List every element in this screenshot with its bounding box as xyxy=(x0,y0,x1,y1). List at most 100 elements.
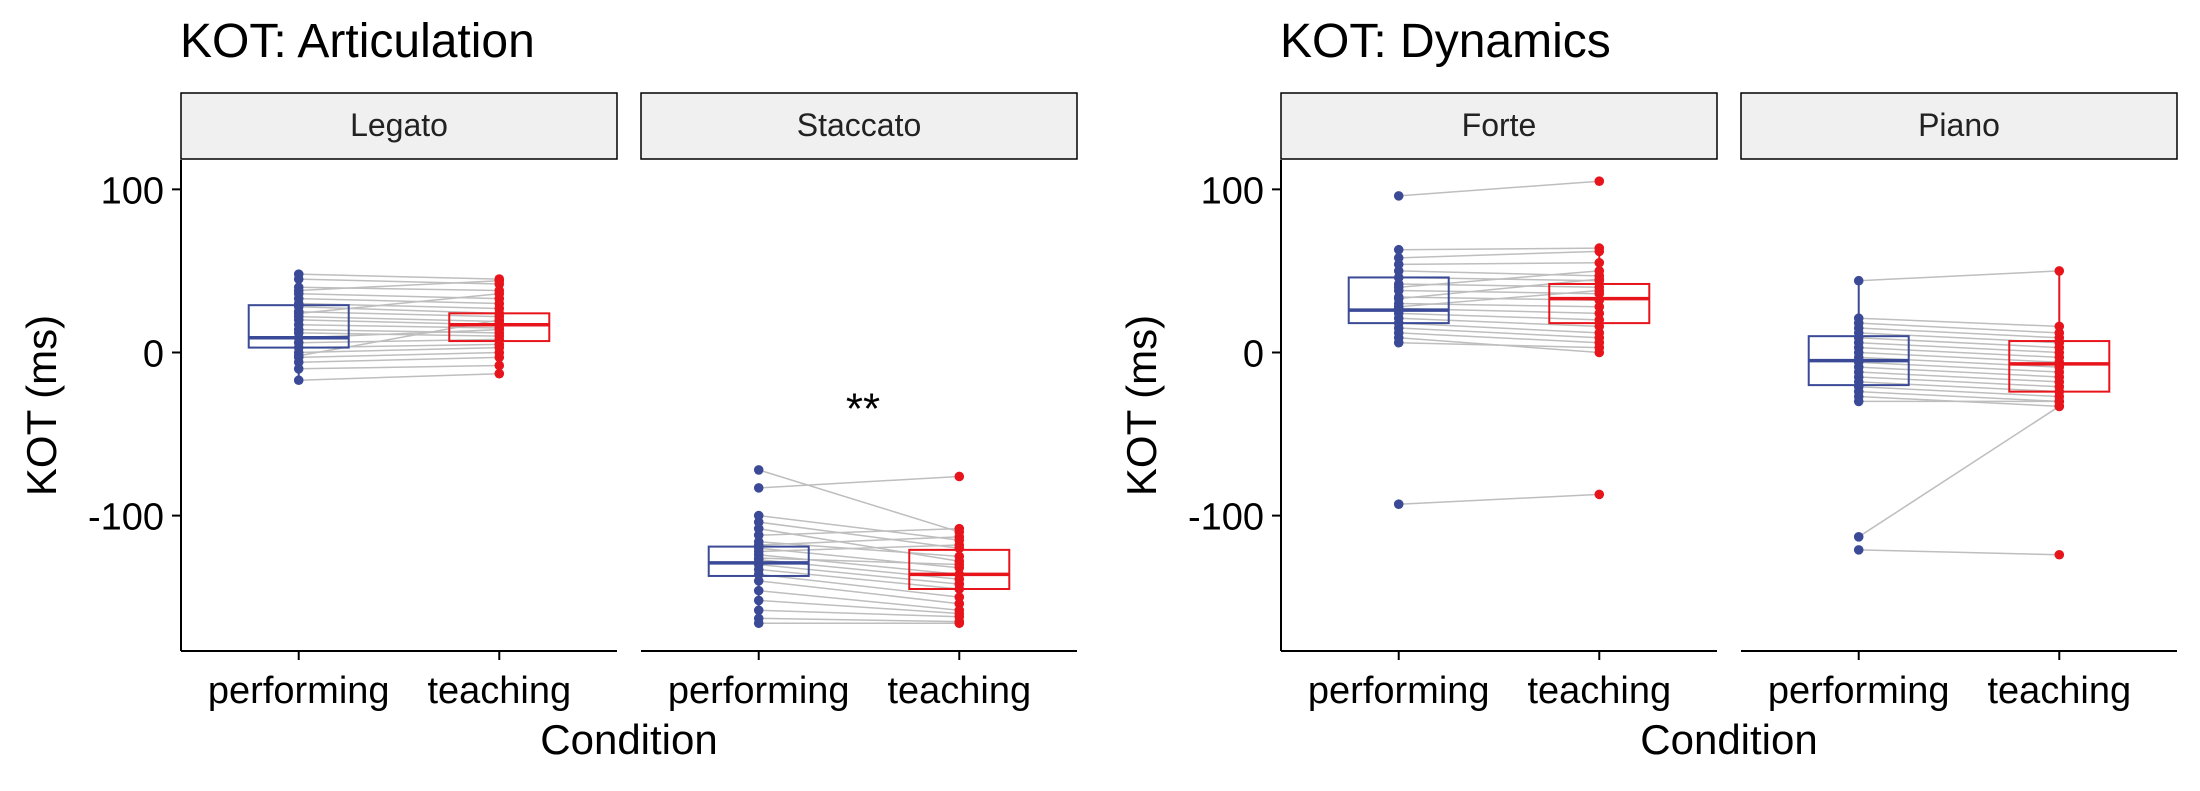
pair-line xyxy=(758,580,960,605)
pair-line xyxy=(298,332,500,337)
point-teaching xyxy=(954,471,965,482)
significance-annotation: ** xyxy=(846,384,880,433)
pair-line xyxy=(1398,247,1600,251)
x-tick-label: performing xyxy=(1768,670,1950,712)
y-axis-label: KOT (ms) xyxy=(1118,315,1165,496)
point-performing xyxy=(1393,191,1404,201)
point-teaching xyxy=(1594,246,1605,257)
point-performing xyxy=(293,350,304,361)
pair-line xyxy=(758,589,960,611)
point-performing xyxy=(1853,532,1864,542)
pair-line xyxy=(758,599,960,615)
point-teaching xyxy=(494,324,505,335)
pair-line xyxy=(298,328,500,334)
x-tick-label: performing xyxy=(208,670,390,712)
point-performing xyxy=(753,576,764,586)
pair-line xyxy=(758,469,960,533)
point-performing xyxy=(293,375,304,386)
x-tick-label: teaching xyxy=(1527,670,1671,712)
pair-line xyxy=(758,609,960,618)
pair-line xyxy=(298,273,500,280)
pair-line xyxy=(758,547,960,569)
pair-line xyxy=(1858,371,2060,383)
pair-line xyxy=(298,338,500,344)
x-axis-label: Condition xyxy=(1640,716,1817,763)
y-tick-label: -100 xyxy=(88,497,164,539)
pair-line xyxy=(1398,317,1600,328)
point-performing xyxy=(753,605,764,616)
facet-panel-piano: Piano performing teaching xyxy=(1740,92,2178,712)
facet-label: Legato xyxy=(350,107,448,143)
point-performing xyxy=(293,363,304,374)
facet-strip xyxy=(180,92,618,160)
pair-line xyxy=(1398,493,1600,505)
point-performing xyxy=(293,274,304,284)
pair-line xyxy=(298,356,500,364)
point-performing xyxy=(1853,396,1864,407)
pair-line xyxy=(1398,312,1600,321)
pair-line xyxy=(1398,327,1600,339)
pair-line xyxy=(758,521,960,549)
point-performing xyxy=(1393,244,1404,255)
pair-line xyxy=(298,351,500,359)
pair-line xyxy=(1858,317,2060,328)
x-tick-label: teaching xyxy=(1987,670,2131,712)
pair-line xyxy=(1858,366,2060,378)
point-teaching xyxy=(954,532,965,542)
point-teaching xyxy=(1594,342,1605,353)
facet-label: Piano xyxy=(1918,107,2000,143)
facet-panel-legato: Legato performing teaching xyxy=(180,92,618,712)
point-teaching xyxy=(954,540,965,550)
pair-line xyxy=(298,310,500,318)
pair-line xyxy=(1398,341,1600,349)
pair-line xyxy=(1858,270,2060,282)
facet-label: Staccato xyxy=(797,107,922,143)
pair-line xyxy=(758,557,960,566)
pair-line xyxy=(298,372,500,381)
x-tick-label: teaching xyxy=(887,670,1031,712)
y-tick-label: 100 xyxy=(1201,170,1264,212)
point-teaching xyxy=(1594,489,1605,500)
pair-line xyxy=(1858,405,2060,538)
point-performing xyxy=(753,553,764,563)
point-performing xyxy=(1853,275,1864,286)
facet-strip xyxy=(640,92,1078,160)
pair-line xyxy=(298,286,500,292)
point-teaching xyxy=(1594,285,1605,296)
pair-line xyxy=(1398,270,1600,288)
y-axis-label: KOT (ms) xyxy=(18,315,65,496)
point-teaching xyxy=(2054,549,2065,560)
facet-panel-forte: Forte performing teaching xyxy=(1280,92,1718,712)
point-teaching xyxy=(2054,401,2065,412)
point-teaching xyxy=(1594,257,1605,268)
point-performing xyxy=(753,540,764,550)
pair-line xyxy=(298,315,500,323)
pair-line xyxy=(298,346,500,354)
point-performing xyxy=(753,465,764,475)
point-performing xyxy=(753,483,764,493)
point-performing xyxy=(1393,282,1404,293)
pair-line xyxy=(1398,180,1600,197)
x-tick-label: performing xyxy=(668,670,850,712)
point-teaching xyxy=(494,315,505,325)
pair-line xyxy=(298,278,500,285)
pair-line xyxy=(1858,381,2060,393)
pair-line xyxy=(1858,346,2060,359)
pair-line xyxy=(1858,322,2060,334)
y-tick-label: 100 xyxy=(101,170,164,212)
point-performing xyxy=(1853,545,1864,555)
point-teaching xyxy=(954,584,965,594)
point-teaching xyxy=(954,618,965,629)
pair-line xyxy=(1398,270,1600,277)
pair-line xyxy=(758,563,960,585)
pair-line xyxy=(298,364,500,370)
x-tick-label: performing xyxy=(1308,670,1490,712)
point-teaching xyxy=(494,352,505,363)
chart-title: KOT: Articulation xyxy=(180,15,535,68)
point-performing xyxy=(753,618,764,629)
pair-line xyxy=(1398,250,1600,259)
point-teaching xyxy=(494,360,505,371)
point-performing xyxy=(293,285,304,296)
